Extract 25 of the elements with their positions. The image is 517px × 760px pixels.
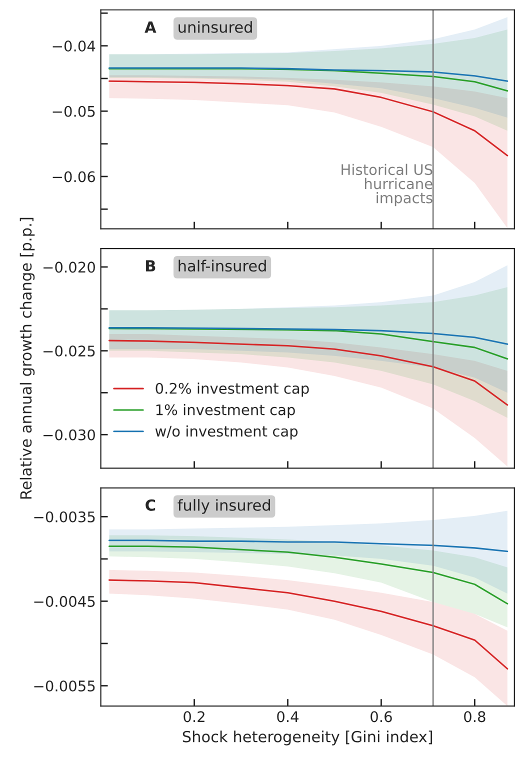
- legend-label: 1% investment cap: [156, 404, 295, 418]
- x-tick-label: 0.6: [370, 711, 392, 722]
- y-tick-label: −0.0045: [34, 596, 95, 607]
- y-tick-label: −0.020: [44, 262, 95, 273]
- y-tick-label: −0.0035: [34, 511, 95, 522]
- y-tick-label: −0.025: [44, 346, 95, 357]
- text: fully insured: [178, 499, 270, 514]
- x-axis-title: Shock heterogeneity [Gini index]: [182, 730, 432, 746]
- y-tick-label: −0.030: [44, 429, 95, 440]
- y-tick-label: −0.04: [52, 40, 96, 52]
- y-tick-label: −0.0055: [34, 680, 95, 692]
- annotation: A: [144, 22, 156, 33]
- legend-label: w/o investment cap: [155, 425, 298, 440]
- legend-label: 0.2% investment cap: [156, 382, 309, 397]
- y-axis-title: Relative annual growth change [p.p.]: [20, 218, 35, 499]
- ref-line-label: Historical US hurricane impacts: [342, 164, 432, 206]
- y-tick-label: −0.06: [52, 171, 96, 182]
- x-tick-label: 0.2: [184, 711, 204, 722]
- y-tick-label: −0.05: [52, 106, 95, 117]
- text: uninsured: [178, 21, 252, 33]
- x-tick-label: 0.8: [464, 711, 486, 722]
- annotation: C: [146, 499, 156, 511]
- annotation: B: [146, 260, 156, 272]
- text: half-insured: [178, 260, 266, 272]
- x-tick-label: 0.4: [277, 711, 299, 722]
